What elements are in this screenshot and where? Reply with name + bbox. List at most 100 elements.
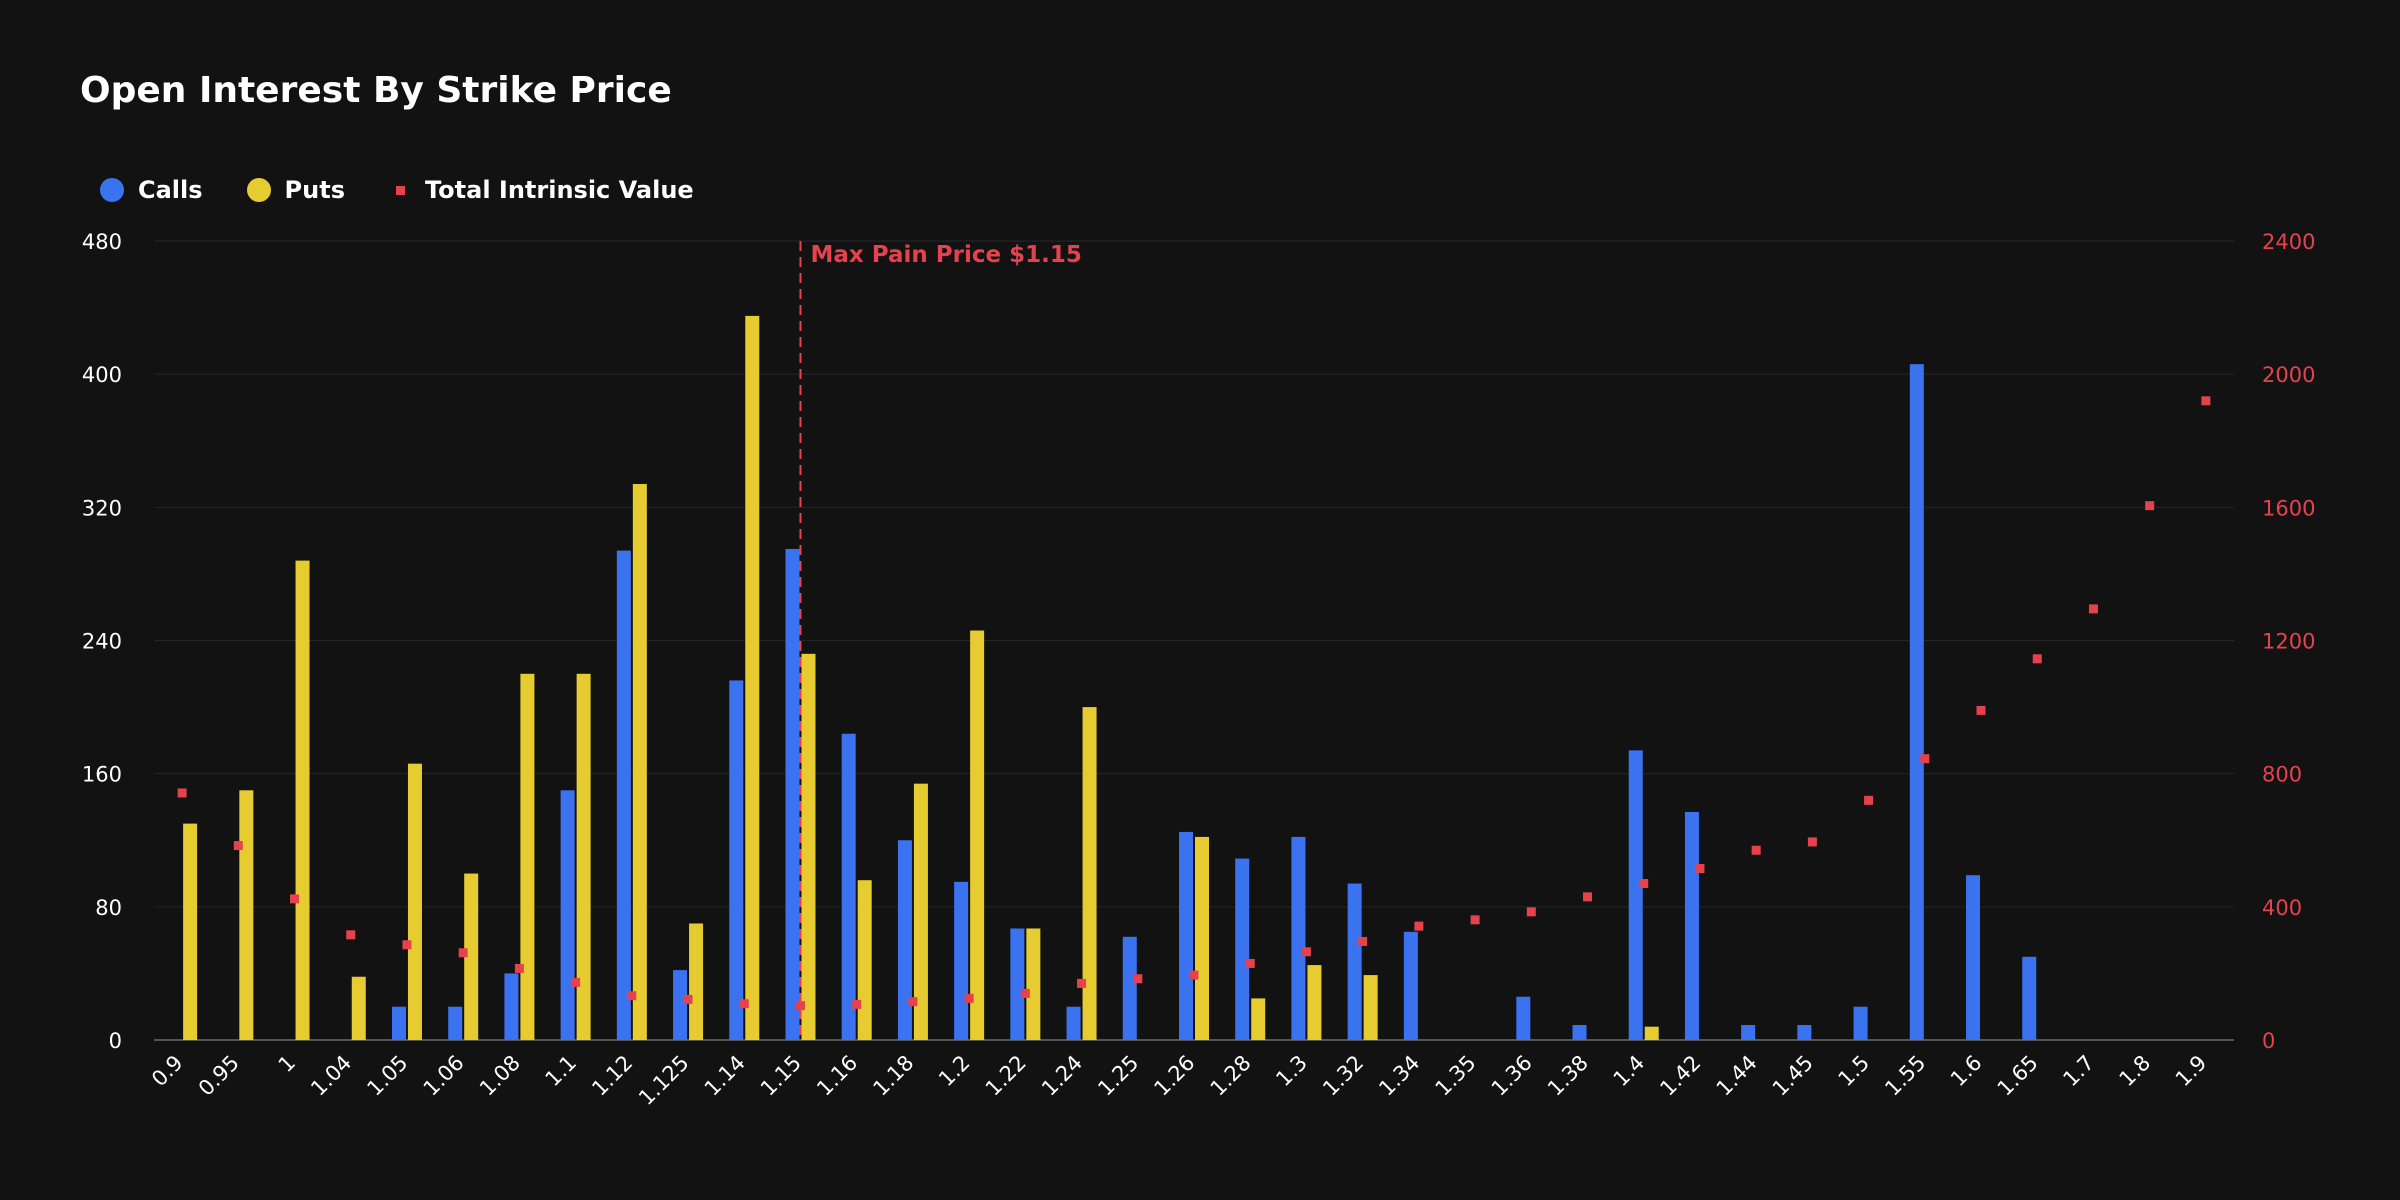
y-right-tick-label: 1600: [2262, 496, 2315, 520]
x-tick-label: 1.36: [1487, 1051, 1537, 1101]
intrinsic-value-point: [1920, 754, 1930, 764]
intrinsic-value-point: [1020, 988, 1030, 998]
calls-bar: [616, 550, 631, 1040]
x-tick-label: 1.45: [1768, 1051, 1818, 1101]
x-tick-label: 1.28: [1206, 1051, 1256, 1101]
calls-bar: [1122, 936, 1137, 1040]
intrinsic-value-point: [1807, 837, 1817, 847]
intrinsic-value-point: [739, 999, 749, 1009]
puts-bar: [801, 653, 816, 1040]
y-right-tick-label: 1200: [2262, 630, 2315, 654]
intrinsic-value-point: [233, 841, 243, 851]
intrinsic-value-point: [346, 930, 356, 940]
calls-bar: [1235, 858, 1250, 1040]
x-tick-label: 1.3: [1271, 1051, 1312, 1092]
puts-bar: [970, 630, 985, 1040]
x-tick-label: 1.16: [812, 1051, 862, 1101]
y-left-tick-label: 400: [82, 363, 122, 387]
intrinsic-value-point: [1639, 879, 1649, 889]
intrinsic-value-point: [908, 997, 918, 1007]
calls-bar: [1403, 931, 1418, 1040]
x-tick-label: 1.2: [934, 1051, 975, 1092]
puts-bar: [351, 976, 366, 1040]
x-tick-label: 1.05: [362, 1051, 412, 1101]
calls-bar: [954, 881, 969, 1040]
intrinsic-value-point: [1189, 970, 1199, 980]
calls-bar: [1853, 1006, 1868, 1040]
x-tick-label: 1.24: [1037, 1051, 1087, 1101]
y-right-tick-label: 400: [2262, 896, 2302, 920]
y-left-tick-label: 0: [109, 1029, 122, 1053]
calls-bar: [1628, 750, 1643, 1040]
intrinsic-value-point: [2088, 604, 2098, 614]
calls-bar: [1797, 1025, 1812, 1040]
y-left-tick-label: 80: [95, 896, 122, 920]
intrinsic-value-point: [1470, 915, 1480, 925]
x-tick-label: 1.14: [700, 1051, 750, 1101]
y-left-tick-label: 240: [82, 630, 122, 654]
intrinsic-value-point: [1864, 795, 1874, 805]
chart-title: Open Interest By Strike Price: [80, 70, 672, 111]
y-right-tick-label: 800: [2262, 763, 2302, 787]
x-tick-label: 0.9: [147, 1051, 188, 1092]
puts-bar: [1363, 975, 1378, 1040]
x-tick-label: 1.125: [634, 1051, 693, 1110]
legend: Calls Puts Total Intrinsic Value: [100, 176, 738, 204]
puts-bar: [689, 923, 704, 1040]
x-tick-label: 1.6: [1946, 1051, 1987, 1092]
intrinsic-value-point: [1414, 921, 1424, 931]
intrinsic-value-point: [2201, 396, 2211, 406]
x-tick-label: 1.12: [587, 1051, 637, 1101]
x-tick-label: 1.35: [1431, 1051, 1481, 1101]
calls-bar: [1179, 831, 1193, 1040]
x-tick-label: 1.08: [475, 1051, 525, 1101]
calls-bar: [1516, 996, 1531, 1040]
intrinsic-value-point: [1583, 892, 1593, 902]
legend-puts-swatch: [246, 178, 271, 202]
puts-bar: [745, 315, 760, 1040]
x-tick-label: 1.4: [1609, 1051, 1650, 1092]
intrinsic-value-point: [1077, 978, 1087, 988]
calls-bar: [729, 680, 744, 1040]
calls-bar: [1966, 875, 1981, 1040]
legend-item-calls[interactable]: Calls: [100, 176, 203, 204]
puts-bar: [239, 790, 254, 1040]
legend-item-intrinsic[interactable]: Total Intrinsic Value: [389, 176, 694, 204]
x-tick-label: 1.8: [2115, 1051, 2156, 1092]
intrinsic-value-point: [458, 948, 468, 958]
calls-bar: [1066, 1006, 1081, 1040]
calls-bar: [1572, 1025, 1587, 1040]
intrinsic-value-point: [2032, 654, 2042, 664]
intrinsic-value-point: [571, 977, 581, 987]
legend-item-puts[interactable]: Puts: [246, 176, 345, 204]
intrinsic-value-point: [402, 940, 412, 950]
x-tick-label: 1.06: [419, 1051, 469, 1101]
intrinsic-value-point: [177, 788, 187, 798]
intrinsic-value-point: [964, 993, 974, 1003]
puts-bar: [464, 873, 479, 1040]
puts-bar: [1644, 1026, 1659, 1040]
calls-bar: [1741, 1025, 1756, 1040]
puts-bar: [576, 673, 591, 1040]
x-tick-label: 1.65: [1993, 1051, 2043, 1101]
calls-bar: [897, 840, 912, 1040]
puts-bar: [183, 823, 198, 1040]
intrinsic-value-point: [2145, 501, 2155, 511]
x-tick-label: 1.26: [1149, 1051, 1199, 1101]
calls-bar: [1010, 928, 1025, 1040]
calls-bar: [504, 973, 519, 1040]
x-tick-label: 1.25: [1093, 1051, 1143, 1101]
calls-bar: [841, 733, 856, 1040]
intrinsic-value-point: [627, 991, 637, 1001]
x-tick-label: 1.32: [1318, 1051, 1368, 1101]
puts-bar: [1026, 928, 1041, 1040]
puts-bar: [1195, 836, 1209, 1040]
legend-intrinsic-swatch: [395, 185, 405, 195]
x-tick-label: 1.15: [756, 1051, 806, 1101]
calls-bar: [391, 1006, 406, 1040]
x-tick-label: 1.1: [541, 1051, 582, 1092]
max-pain-label: Max Pain Price $1.15: [810, 242, 1081, 268]
x-tick-label: 1.5: [1834, 1051, 1875, 1092]
calls-bar: [1684, 811, 1699, 1040]
